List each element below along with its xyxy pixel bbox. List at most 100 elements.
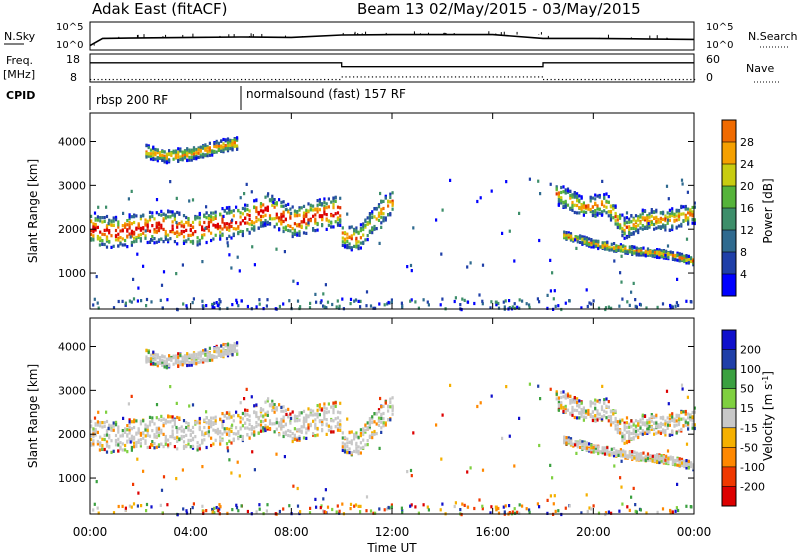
velocity-echo-cell bbox=[582, 418, 585, 422]
power-echo-cell bbox=[693, 205, 696, 209]
velocity-echo-cell bbox=[677, 417, 681, 421]
velocity-echo-cell bbox=[368, 421, 371, 425]
velocity-echo-cell bbox=[600, 415, 604, 419]
velocity-echo-cell bbox=[574, 440, 577, 444]
power-echo-cell bbox=[662, 217, 665, 221]
power-echo-cell bbox=[353, 229, 356, 233]
velocity-noise-cell bbox=[292, 484, 295, 488]
velocity-echo-cell bbox=[110, 450, 113, 454]
power-echo-cell bbox=[350, 237, 353, 241]
power-echo-cell bbox=[571, 193, 574, 197]
velocity-echo-cell bbox=[176, 427, 179, 432]
power-echo-cell bbox=[576, 240, 579, 244]
power-echo-cell bbox=[117, 225, 120, 229]
velocity-echo-cell bbox=[248, 427, 251, 431]
velocity-echo-cell bbox=[161, 363, 164, 367]
power-echo-cell bbox=[588, 237, 591, 241]
power-echo-cell bbox=[128, 215, 131, 219]
velocity-echo-cell bbox=[128, 418, 131, 422]
velocity-echo-cell bbox=[596, 412, 599, 416]
velocity-echo-cell bbox=[343, 436, 347, 440]
velocity-echo-cell bbox=[637, 433, 640, 437]
power-echo-cell bbox=[167, 240, 170, 244]
velocity-echo-cell bbox=[168, 354, 171, 358]
velocity-echo-cell bbox=[305, 427, 308, 431]
power-colorbar-swatch bbox=[722, 208, 736, 230]
power-echo-cell bbox=[239, 215, 242, 219]
power-echo-cell bbox=[364, 238, 367, 242]
velocity-echo-cell bbox=[253, 430, 256, 434]
velocity-echo-cell bbox=[314, 418, 317, 422]
power-noise-cell bbox=[359, 299, 362, 303]
power-noise-cell bbox=[296, 299, 300, 303]
power-noise-cell bbox=[380, 225, 383, 229]
velocity-echo-cell bbox=[148, 434, 152, 438]
power-echo-cell bbox=[183, 153, 187, 157]
power-echo-cell bbox=[359, 223, 362, 227]
velocity-echo-cell bbox=[314, 413, 317, 417]
velocity-echo-cell bbox=[230, 441, 233, 445]
velocity-echo-cell bbox=[210, 424, 213, 428]
velocity-echo-cell bbox=[637, 454, 641, 458]
power-echo-cell bbox=[225, 222, 229, 226]
velocity-echo-cell bbox=[649, 458, 652, 462]
velocity-echo-cell bbox=[594, 444, 597, 448]
velocity-echo-cell bbox=[323, 405, 326, 409]
power-echo-cell bbox=[196, 243, 199, 247]
power-echo-cell bbox=[309, 203, 312, 207]
power-noise-cell bbox=[128, 299, 131, 303]
power-noise-cell bbox=[680, 178, 684, 182]
velocity-echo-cell bbox=[212, 416, 215, 420]
velocity-echo-cell bbox=[203, 425, 206, 430]
velocity-echo-cell bbox=[287, 415, 290, 419]
power-echo-cell bbox=[364, 225, 367, 229]
power-echo-cell bbox=[662, 253, 665, 257]
nave-point bbox=[225, 78, 228, 81]
nave-point bbox=[488, 76, 491, 78]
power-echo-cell bbox=[133, 236, 136, 240]
velocity-echo-cell bbox=[130, 436, 133, 440]
velocity-echo-cell bbox=[202, 349, 205, 353]
power-echo-cell bbox=[637, 215, 640, 219]
velocity-echo-cell bbox=[678, 457, 681, 461]
velocity-echo-cell bbox=[571, 405, 574, 410]
velocity-echo-cell bbox=[90, 419, 93, 423]
power-echo-cell bbox=[221, 227, 224, 231]
velocity-echo-cell bbox=[94, 431, 97, 435]
velocity-noise-cell bbox=[222, 419, 225, 423]
velocity-colorbar-swatch bbox=[722, 369, 736, 389]
power-echo-cell bbox=[214, 214, 217, 218]
power-echo-cell bbox=[226, 149, 230, 153]
power-echo-cell bbox=[569, 232, 573, 236]
power-echo-cell bbox=[282, 204, 285, 208]
power-echo-cell bbox=[160, 209, 163, 213]
velocity-echo-cell bbox=[198, 447, 201, 451]
velocity-echo-cell bbox=[289, 421, 292, 425]
power-echo-cell bbox=[112, 219, 115, 223]
power-echo-cell bbox=[305, 208, 308, 212]
power-echo-cell bbox=[625, 220, 628, 225]
power-echo-cell bbox=[160, 237, 163, 241]
velocity-noise-cell bbox=[427, 508, 430, 512]
power-echo-cell bbox=[241, 206, 244, 211]
power-echo-cell bbox=[90, 229, 93, 233]
power-noise-cell bbox=[665, 184, 669, 188]
velocity-noise-cell bbox=[490, 505, 493, 509]
power-echo-cell bbox=[667, 252, 670, 256]
power-echo-cell bbox=[119, 236, 122, 240]
power-noise-cell bbox=[681, 182, 684, 186]
velocity-noise-cell bbox=[511, 510, 514, 514]
power-noise-cell bbox=[426, 300, 429, 304]
power-echo-cell bbox=[148, 218, 152, 222]
velocity-echo-cell bbox=[630, 437, 633, 441]
velocity-echo-cell bbox=[103, 421, 106, 425]
velocity-noise-cell bbox=[546, 498, 549, 502]
power-echo-cell bbox=[357, 230, 360, 234]
power-noise-cell bbox=[469, 261, 472, 265]
power-noise-cell bbox=[226, 306, 229, 310]
velocity-noise-cell bbox=[98, 448, 101, 452]
velocity-echo-cell bbox=[96, 439, 99, 444]
velocity-echo-cell bbox=[571, 398, 574, 402]
velocity-echo-cell bbox=[159, 355, 162, 360]
